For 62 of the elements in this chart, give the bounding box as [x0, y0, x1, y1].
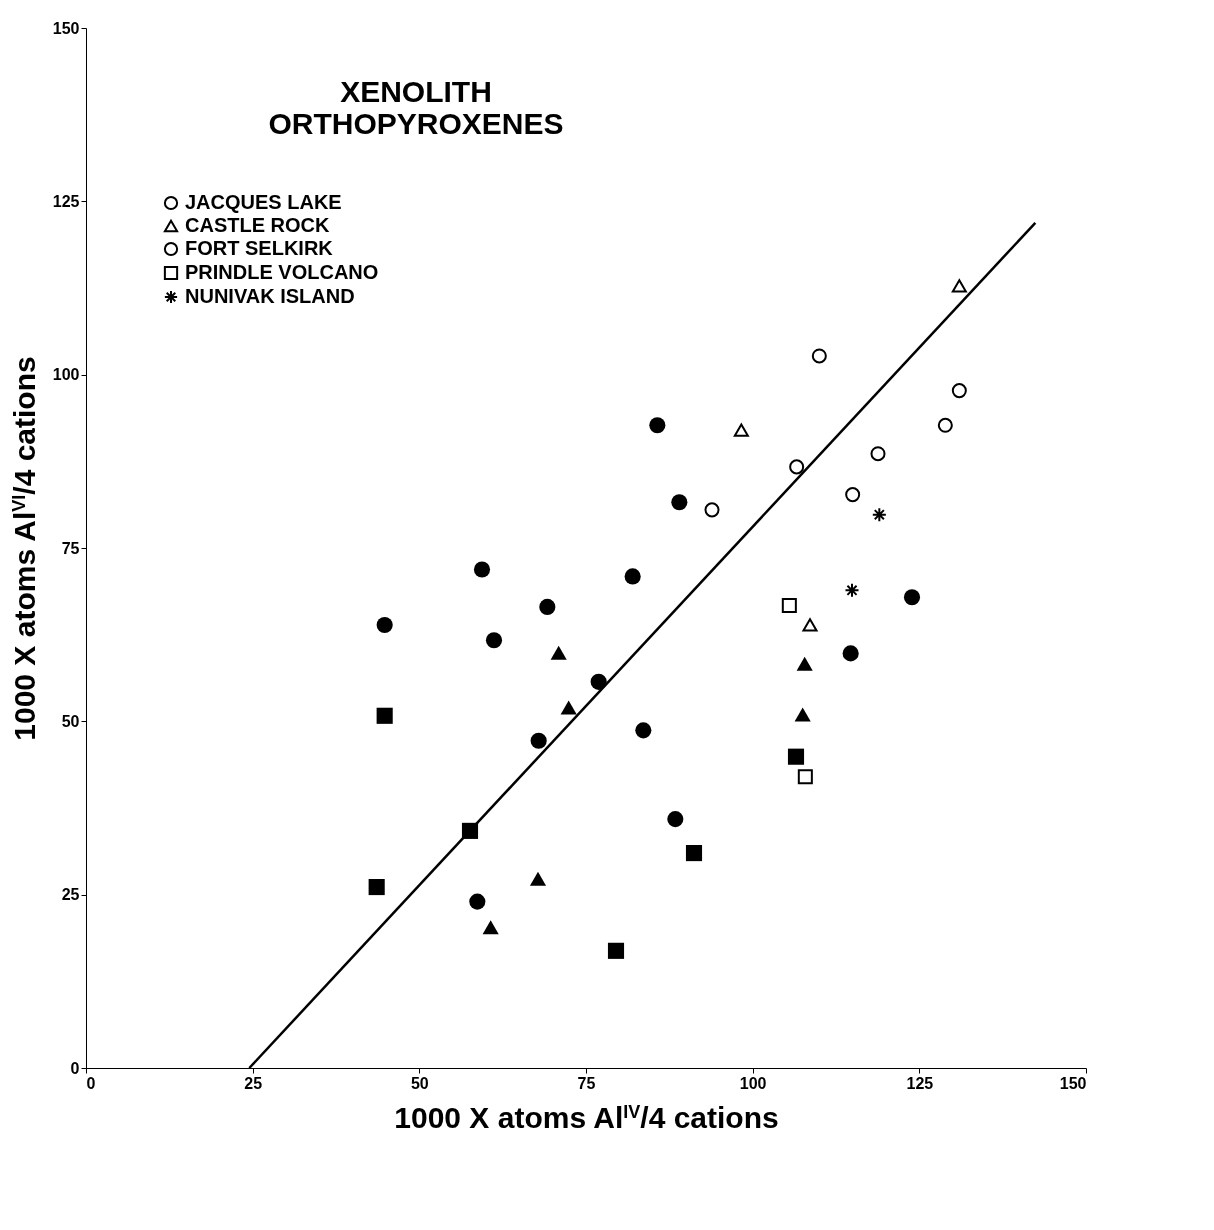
x-tick-label: 50: [410, 1074, 429, 1092]
x-tick-label: 25: [244, 1074, 263, 1092]
point: [482, 920, 499, 935]
legend-label: NUNIVAK ISLAND: [185, 285, 355, 307]
point: [485, 632, 503, 649]
legend-label: PRINDLE VOLCANO: [185, 261, 379, 283]
point: [529, 871, 547, 886]
y-tick-label: 125: [52, 192, 80, 210]
point: [845, 487, 861, 503]
point: [951, 383, 967, 399]
point: [794, 707, 811, 722]
y-tick-label: 100: [52, 366, 80, 384]
y-tick-label: 50: [61, 712, 80, 730]
point: [550, 645, 567, 660]
point: [685, 845, 703, 862]
point: [787, 748, 805, 765]
y-tick-label: 150: [52, 19, 80, 37]
point: [704, 502, 720, 518]
point: [560, 700, 577, 715]
point: [937, 417, 953, 433]
point: [781, 598, 797, 614]
point: [671, 494, 688, 511]
x-tick-label: 100: [739, 1074, 767, 1092]
x-tick-label: 75: [577, 1074, 596, 1092]
point: [844, 582, 860, 598]
x-axis-title: 1000 X atoms Al$^{IV}$/4 cations: [394, 1100, 779, 1134]
x-tick-label: 150: [1059, 1074, 1087, 1092]
y-tick-label: 25: [61, 886, 80, 904]
point: [624, 568, 641, 585]
y-tick-label: 0: [70, 1059, 80, 1077]
point: [733, 423, 749, 437]
x-tick-label: 125: [906, 1074, 934, 1092]
legend-label: CASTLE ROCK: [185, 214, 330, 236]
x-tick-label: 0: [86, 1074, 96, 1092]
point: [796, 656, 813, 671]
point: [473, 561, 491, 578]
point: [842, 645, 859, 662]
point: [667, 811, 684, 828]
text: XENOLITH: [340, 75, 492, 108]
point: [870, 446, 886, 462]
point: [539, 598, 556, 615]
point: [368, 878, 385, 896]
point: [469, 893, 486, 910]
point: [635, 722, 652, 739]
point: [802, 618, 818, 632]
point: [376, 616, 393, 634]
point: [811, 348, 827, 364]
point: [461, 822, 479, 839]
point: [789, 459, 805, 475]
point: [530, 732, 547, 749]
point: [649, 417, 666, 434]
point: [376, 707, 393, 724]
point: [607, 942, 625, 959]
point: [797, 769, 813, 785]
text: ORTHOPYROXENES: [268, 107, 564, 140]
point: [951, 279, 967, 293]
legend-label: FORT SELKIRK: [185, 237, 334, 259]
point: [903, 589, 921, 606]
point: [871, 507, 887, 523]
point: [590, 673, 607, 690]
y-tick-label: 75: [61, 539, 80, 557]
legend-label: JACQUES LAKE: [185, 191, 342, 213]
